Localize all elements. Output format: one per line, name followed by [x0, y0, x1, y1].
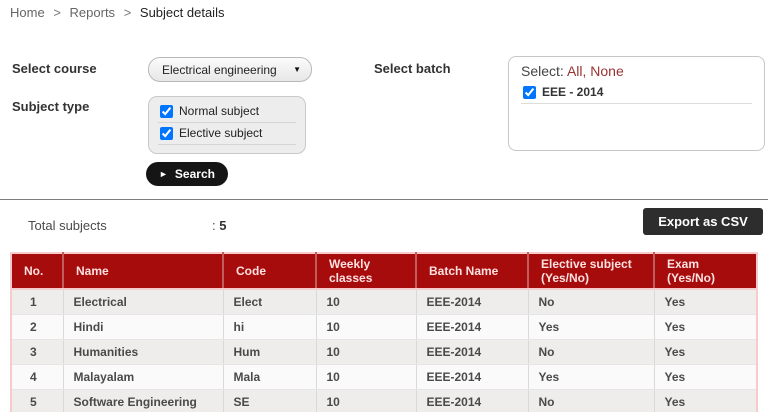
column-header: No.	[11, 253, 64, 290]
table-cell: Yes	[654, 314, 757, 340]
breadcrumb: Home > Reports > Subject details	[10, 5, 224, 20]
option-label: Elective subject	[179, 126, 263, 140]
table-cell: Elect	[223, 289, 317, 315]
select-all-link[interactable]: All	[566, 63, 583, 79]
select-course-label: Select course	[12, 61, 97, 76]
checkbox-icon[interactable]	[160, 104, 173, 118]
table-cell: Yes	[654, 339, 757, 365]
subject-type-box: Normal subject Elective subject	[148, 96, 306, 154]
batch-select-line: Select: All, None	[521, 63, 752, 79]
checkbox-option-row: Elective subject	[158, 123, 296, 145]
table-cell: Yes	[528, 314, 655, 340]
checkbox-option-row: Normal subject	[158, 101, 296, 123]
section-divider	[0, 199, 768, 200]
table-cell: 10	[316, 339, 417, 365]
table-cell: Humanities	[63, 339, 224, 365]
table-cell: Malayalam	[63, 364, 224, 390]
column-header: Code	[223, 253, 317, 290]
breadcrumb-current-page: Subject details	[139, 5, 225, 20]
table-cell: EEE-2014	[416, 314, 529, 340]
table-row: 2 Hindi hi 10 EEE-2014 Yes Yes	[11, 314, 757, 340]
select-none-link[interactable]: None	[590, 63, 624, 79]
breadcrumb-home[interactable]: Home	[10, 5, 45, 20]
table-cell: 1	[11, 289, 64, 315]
play-icon: ►	[159, 168, 168, 179]
option-label: EEE - 2014	[542, 85, 604, 99]
table-cell: 10	[316, 364, 417, 390]
chevron-down-icon: ▼	[293, 65, 301, 74]
checkbox-icon[interactable]	[523, 85, 536, 99]
table-cell: EEE-2014	[416, 289, 529, 315]
table-cell: EEE-2014	[416, 339, 529, 365]
table-cell: No	[528, 289, 655, 315]
list-separator: ,	[582, 63, 591, 79]
table-cell: 10	[316, 314, 417, 340]
table-cell: 10	[316, 289, 417, 315]
table-cell: 10	[316, 389, 417, 412]
batch-selector-box: Select: All, None EEE - 2014	[508, 56, 765, 151]
table-cell: hi	[223, 314, 317, 340]
column-header: Exam (Yes/No)	[654, 253, 757, 290]
search-button[interactable]: ► Search	[146, 162, 228, 186]
subject-type-label: Subject type	[12, 99, 90, 114]
course-dropdown-value: Electrical engineering	[162, 62, 277, 77]
breadcrumb-reports[interactable]: Reports	[69, 5, 116, 20]
table-cell: Hindi	[63, 314, 224, 340]
table-cell: 4	[11, 364, 64, 390]
checkbox-option-row: EEE - 2014	[521, 82, 752, 104]
checkbox-icon[interactable]	[160, 126, 173, 140]
table-cell: Yes	[528, 364, 655, 390]
option-label: Normal subject	[179, 104, 260, 118]
table-cell: SE	[223, 389, 317, 412]
batch-options: EEE - 2014	[521, 82, 752, 104]
select-batch-label: Select batch	[374, 61, 451, 76]
table-cell: Mala	[223, 364, 317, 390]
table-row: 1 Electrical Elect 10 EEE-2014 No Yes	[11, 289, 757, 315]
table-cell: Yes	[654, 389, 757, 412]
column-header: Batch Name	[416, 253, 529, 290]
table-cell: No	[528, 389, 655, 412]
table-cell: Hum	[223, 339, 317, 365]
total-subjects-label: Total subjects	[28, 218, 107, 233]
table-cell: EEE-2014	[416, 389, 529, 412]
table-cell: Yes	[654, 364, 757, 390]
export-csv-button[interactable]: Export as CSV	[643, 208, 763, 235]
course-dropdown[interactable]: Electrical engineering ▼	[148, 57, 312, 82]
search-button-label: Search	[174, 167, 215, 181]
table-row: 5 Software Engineering SE 10 EEE-2014 No Yes	[11, 389, 757, 412]
table-cell: 3	[11, 339, 64, 365]
column-header: Elective subject (Yes/No)	[528, 253, 655, 290]
table-row: 4 Malayalam Mala 10 EEE-2014 Yes Yes	[11, 364, 757, 390]
table-header-row: No. Name Code Weekly classes Batch Name Elect…	[11, 253, 757, 290]
table-cell: 5	[11, 389, 64, 412]
table-cell: Software Engineering	[63, 389, 224, 412]
table-cell: Yes	[654, 289, 757, 315]
batch-select-prefix: Select:	[521, 63, 564, 79]
results-table: No. Name Code Weekly classes Batch Name Elect…	[10, 252, 758, 412]
column-header: Name	[63, 253, 224, 290]
table-row: 3 Humanities Hum 10 EEE-2014 No Yes	[11, 339, 757, 365]
column-header: Weekly classes	[316, 253, 417, 290]
total-subjects-value: : 5	[212, 218, 227, 233]
table-cell: Electrical	[63, 289, 224, 315]
subject-type-options: Normal subject Elective subject	[158, 101, 296, 145]
breadcrumb-separator: >	[123, 5, 132, 20]
breadcrumb-separator: >	[53, 5, 61, 20]
table-cell: EEE-2014	[416, 364, 529, 390]
table-cell: No	[528, 339, 655, 365]
table-cell: 2	[11, 314, 64, 340]
